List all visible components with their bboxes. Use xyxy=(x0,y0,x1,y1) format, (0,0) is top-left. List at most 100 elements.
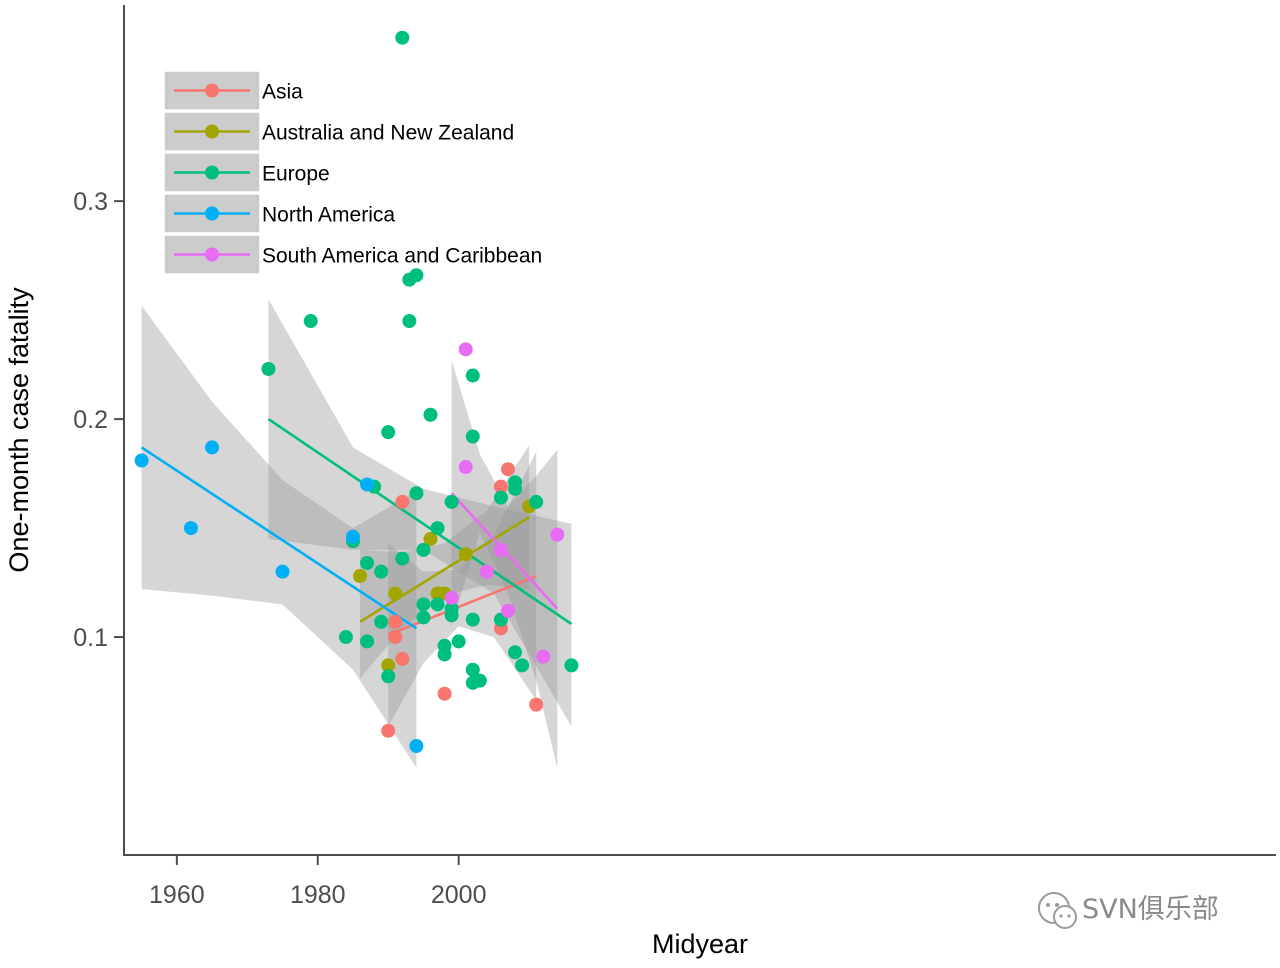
point-north-america xyxy=(360,477,375,492)
legend-key-point xyxy=(205,83,219,98)
y-ticks: 0.1 0.2 0.3 xyxy=(73,188,124,652)
point-europe xyxy=(409,486,424,501)
legend-item-australia-and-new-zealand: Australia and New Zealand xyxy=(163,111,514,152)
point-europe xyxy=(416,610,431,625)
ribbon-europe xyxy=(268,299,572,727)
data-points xyxy=(134,30,579,754)
point-asia xyxy=(395,494,410,509)
point-australia-and-new-zealand xyxy=(353,569,368,584)
point-europe xyxy=(303,314,318,329)
fit-line-north-america xyxy=(140,446,418,630)
point-south-america-and-caribbean xyxy=(501,603,515,618)
legend-item-europe: Europe xyxy=(163,152,330,193)
ribbon-south-america-and-caribbean xyxy=(451,360,558,768)
point-europe xyxy=(416,542,431,557)
point-europe xyxy=(409,268,424,283)
point-europe xyxy=(338,630,353,645)
axes: 0.1 0.2 0.3 1960 1980 2000 Midyear One-month… xyxy=(4,5,1276,959)
y-tick-label: 0.2 xyxy=(73,406,108,434)
point-europe xyxy=(493,490,508,505)
point-north-america xyxy=(345,529,360,544)
point-north-america xyxy=(134,453,149,468)
point-asia xyxy=(529,697,544,712)
point-north-america xyxy=(205,440,220,455)
point-europe xyxy=(529,494,544,509)
wechat-icon xyxy=(1038,892,1077,929)
legend-item-asia: Asia xyxy=(163,70,303,111)
x-axis-title: Midyear xyxy=(652,929,748,959)
point-south-america-and-caribbean xyxy=(458,342,473,357)
y-tick-label: 0.1 xyxy=(73,624,108,652)
point-australia-and-new-zealand xyxy=(388,586,403,601)
point-europe xyxy=(437,647,452,662)
point-europe xyxy=(451,634,466,649)
point-europe xyxy=(381,425,396,440)
point-north-america xyxy=(183,521,198,536)
point-australia-and-new-zealand xyxy=(458,547,473,562)
point-europe xyxy=(508,481,523,496)
legend-label: Australia and New Zealand xyxy=(262,122,514,145)
point-north-america xyxy=(275,564,290,579)
point-south-america-and-caribbean xyxy=(493,542,508,557)
legend-label: South America and Caribbean xyxy=(262,245,542,268)
trend-lines xyxy=(140,418,573,637)
legend-label: Europe xyxy=(262,163,330,186)
watermark: SVN俱乐部 xyxy=(1038,892,1219,929)
point-south-america-and-caribbean xyxy=(458,460,473,475)
point-australia-and-new-zealand xyxy=(423,531,438,546)
legend-label: North America xyxy=(262,204,395,227)
point-asia xyxy=(493,479,508,494)
point-asia xyxy=(388,630,403,645)
point-north-america xyxy=(409,739,424,754)
legend-label: Asia xyxy=(262,81,303,104)
legend-item-south-america-and-caribbean: South America and Caribbean xyxy=(163,234,542,275)
x-ticks: 1960 1980 2000 xyxy=(149,855,486,909)
point-europe xyxy=(402,314,417,329)
point-south-america-and-caribbean xyxy=(536,649,551,664)
point-europe xyxy=(430,597,445,612)
legend-item-north-america: North America xyxy=(163,193,395,234)
point-europe xyxy=(261,361,276,376)
fit-line-europe xyxy=(267,418,573,626)
legend-key-point xyxy=(205,124,219,139)
point-south-america-and-caribbean xyxy=(444,590,459,605)
y-tick-label: 0.3 xyxy=(73,188,108,216)
point-europe xyxy=(360,555,375,570)
point-europe xyxy=(423,407,438,422)
legend-key-point xyxy=(205,247,219,262)
point-australia-and-new-zealand xyxy=(381,658,396,673)
point-europe xyxy=(444,494,459,509)
point-europe xyxy=(444,601,459,616)
point-europe xyxy=(395,551,410,566)
point-asia xyxy=(501,462,515,477)
x-tick-label: 1980 xyxy=(290,881,346,909)
x-tick-label: 1960 xyxy=(149,881,205,909)
point-europe xyxy=(564,658,579,673)
x-tick-label: 2000 xyxy=(431,881,487,909)
ribbon-asia xyxy=(388,451,537,727)
point-europe xyxy=(465,368,480,383)
point-europe xyxy=(374,614,389,629)
point-europe xyxy=(374,564,389,579)
legend-key-point xyxy=(205,206,219,221)
point-asia xyxy=(381,723,396,738)
point-asia xyxy=(437,686,452,701)
y-axis-title: One-month case fatality xyxy=(4,287,34,573)
point-europe xyxy=(465,429,480,444)
point-europe xyxy=(395,30,410,45)
point-europe xyxy=(472,673,487,688)
point-asia xyxy=(395,651,410,666)
point-europe xyxy=(416,597,431,612)
point-south-america-and-caribbean xyxy=(479,564,494,579)
point-europe xyxy=(465,662,480,677)
point-europe xyxy=(515,658,530,673)
legend: Asia Australia and New Zealand Europe North… xyxy=(163,70,542,275)
fit-line-australia-and-new-zealand xyxy=(359,516,530,623)
legend-key-point xyxy=(205,165,219,180)
point-asia xyxy=(388,614,403,629)
point-europe xyxy=(381,669,396,684)
point-europe xyxy=(360,634,375,649)
point-europe xyxy=(508,645,523,660)
